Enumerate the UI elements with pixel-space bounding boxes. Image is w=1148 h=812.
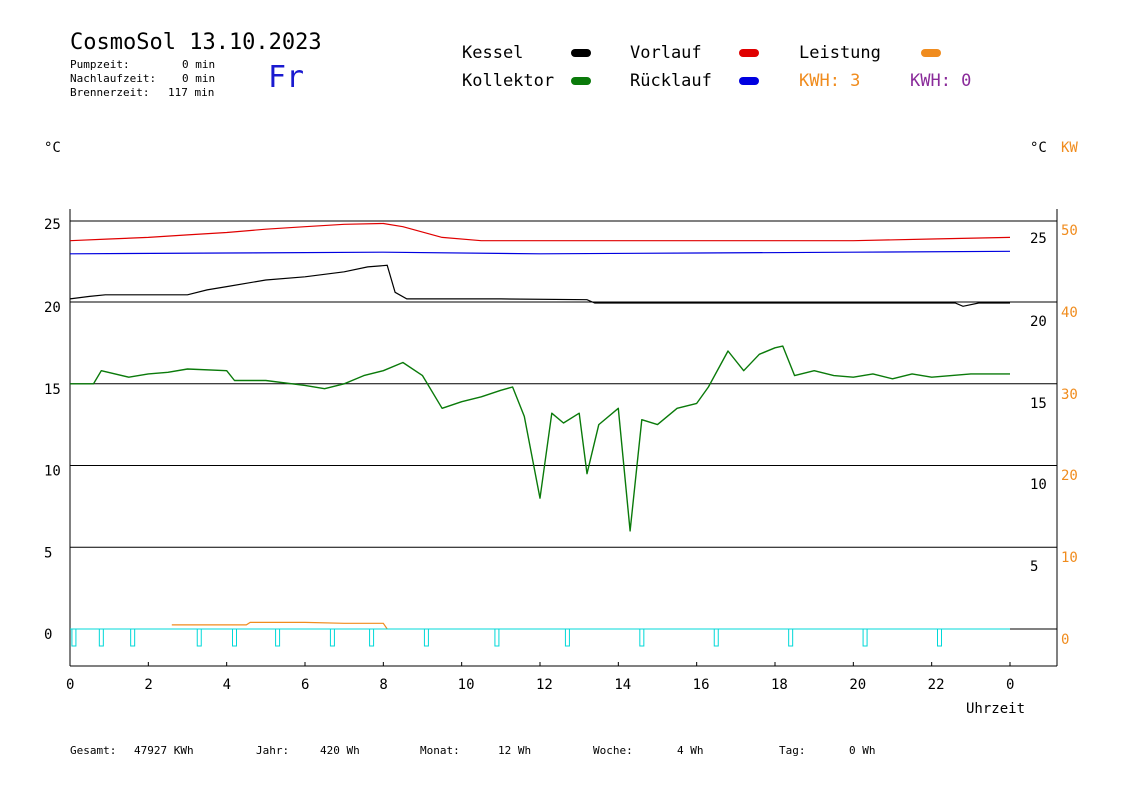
pump-mark bbox=[275, 628, 281, 647]
x-tick-label: 22 bbox=[928, 677, 945, 693]
pump-mark bbox=[130, 628, 136, 647]
legend-vorlauf-swatch bbox=[739, 49, 759, 57]
legend-kessel-swatch bbox=[571, 49, 591, 57]
legend-vorlauf-label: Vorlauf bbox=[630, 43, 702, 63]
chart-grid bbox=[69, 209, 1058, 667]
x-tick-label: 0 bbox=[66, 677, 74, 693]
weekday-label: Fr bbox=[268, 60, 305, 95]
right-kw-tick-label: 0 bbox=[1061, 632, 1069, 648]
pump-mark bbox=[98, 628, 104, 647]
pump-mark bbox=[564, 628, 570, 647]
legend-ruecklauf-swatch bbox=[739, 77, 759, 85]
x-tick-label: 0 bbox=[1006, 677, 1014, 693]
footer-woche-label: Woche: bbox=[593, 744, 633, 757]
stat-brennerzeit-label: Brennerzeit: bbox=[70, 86, 150, 99]
pump-marks bbox=[70, 628, 1057, 647]
legend-kollektor-label: Kollektor bbox=[462, 71, 555, 91]
pump-mark bbox=[494, 628, 500, 647]
left-tick-label: 15 bbox=[44, 382, 61, 398]
right-kw-tick-label: 50 bbox=[1061, 223, 1078, 239]
footer-gesamt-value: 47927 KWh bbox=[134, 744, 194, 757]
pump-mark bbox=[639, 628, 645, 647]
legend-leistung-swatch bbox=[921, 49, 941, 57]
right-kw-tick-label: 40 bbox=[1061, 305, 1078, 321]
footer-tag-label: Tag: bbox=[779, 744, 806, 757]
right-kw-tick-label: 20 bbox=[1061, 468, 1078, 484]
right-axis-unit-kw: KW bbox=[1061, 140, 1078, 156]
x-axis-label: Uhrzeit bbox=[966, 701, 1026, 717]
x-tick-label: 14 bbox=[614, 677, 631, 693]
pump-mark bbox=[232, 628, 237, 647]
x-tick-label: 2 bbox=[144, 677, 152, 693]
x-tick-label: 18 bbox=[771, 677, 788, 693]
right-kw-tick-label: 30 bbox=[1061, 387, 1078, 403]
x-tick-label: 8 bbox=[379, 677, 387, 693]
right-axis-unit-celsius: °C bbox=[1030, 140, 1047, 156]
left-tick-label: 25 bbox=[44, 217, 61, 233]
legend-kwh-other: KWH: 0 bbox=[910, 71, 972, 91]
series-line-vorlauf bbox=[69, 222, 1011, 242]
series-line-kollektor bbox=[70, 345, 1010, 532]
series-line-ruecklauf bbox=[69, 250, 1011, 255]
footer-jahr-value: 420 Wh bbox=[320, 744, 360, 757]
pump-mark bbox=[937, 628, 942, 647]
x-tick-label: 16 bbox=[693, 677, 710, 693]
x-tick-label: 20 bbox=[849, 677, 866, 693]
footer-monat-label: Monat: bbox=[420, 744, 460, 757]
right-kw-tick-label: 10 bbox=[1061, 550, 1078, 566]
left-tick-label: 5 bbox=[44, 545, 52, 561]
left-tick-label: 10 bbox=[44, 464, 61, 480]
stat-pumpzeit-value: 0 min bbox=[182, 58, 216, 71]
stat-brennerzeit-value: 117 min bbox=[168, 86, 215, 99]
left-tick-label: 20 bbox=[44, 300, 61, 316]
right-celsius-tick-label: 10 bbox=[1030, 477, 1047, 493]
pump-mark bbox=[369, 628, 375, 647]
x-tick-label: 6 bbox=[301, 677, 309, 693]
legend-leistung-label: Leistung bbox=[799, 43, 881, 63]
series-line-leistung bbox=[171, 621, 388, 630]
pump-mark bbox=[862, 628, 868, 647]
left-axis-unit: °C bbox=[44, 140, 61, 156]
pump-mark bbox=[329, 628, 335, 647]
footer-monat-value: 12 Wh bbox=[498, 744, 532, 757]
legend-kollektor-swatch bbox=[571, 77, 591, 85]
right-celsius-tick-label: 20 bbox=[1030, 314, 1047, 330]
stat-nachlaufzeit-value: 0 min bbox=[182, 72, 216, 85]
pump-mark bbox=[713, 628, 719, 647]
chart-title: CosmoSol 13.10.2023 bbox=[70, 30, 322, 55]
series-line-kessel bbox=[69, 264, 1010, 307]
legend-kwh-leistung: KWH: 3 bbox=[799, 71, 861, 91]
pump-mark bbox=[196, 628, 202, 647]
pump-mark bbox=[71, 628, 77, 647]
pump-mark bbox=[423, 628, 429, 647]
right-celsius-tick-label: 5 bbox=[1030, 559, 1038, 575]
x-tick-label: 12 bbox=[536, 677, 553, 693]
right-celsius-tick-label: 15 bbox=[1030, 396, 1047, 412]
footer-tag-value: 0 Wh bbox=[849, 744, 876, 757]
right-celsius-tick-label: 25 bbox=[1030, 231, 1047, 247]
chart-series bbox=[69, 222, 1011, 630]
pump-mark bbox=[788, 628, 794, 647]
stat-pumpzeit-label: Pumpzeit: bbox=[70, 58, 130, 71]
x-tick-label: 4 bbox=[223, 677, 231, 693]
legend-ruecklauf-label: Rücklauf bbox=[630, 71, 712, 91]
footer-woche-value: 4 Wh bbox=[677, 744, 704, 757]
footer-jahr-label: Jahr: bbox=[256, 744, 290, 757]
x-tick-label: 10 bbox=[458, 677, 475, 693]
stat-nachlaufzeit-label: Nachlaufzeit: bbox=[70, 72, 157, 85]
legend-kessel-label: Kessel bbox=[462, 43, 524, 63]
footer-gesamt-label: Gesamt: bbox=[70, 744, 117, 757]
left-tick-label: 0 bbox=[44, 627, 52, 643]
